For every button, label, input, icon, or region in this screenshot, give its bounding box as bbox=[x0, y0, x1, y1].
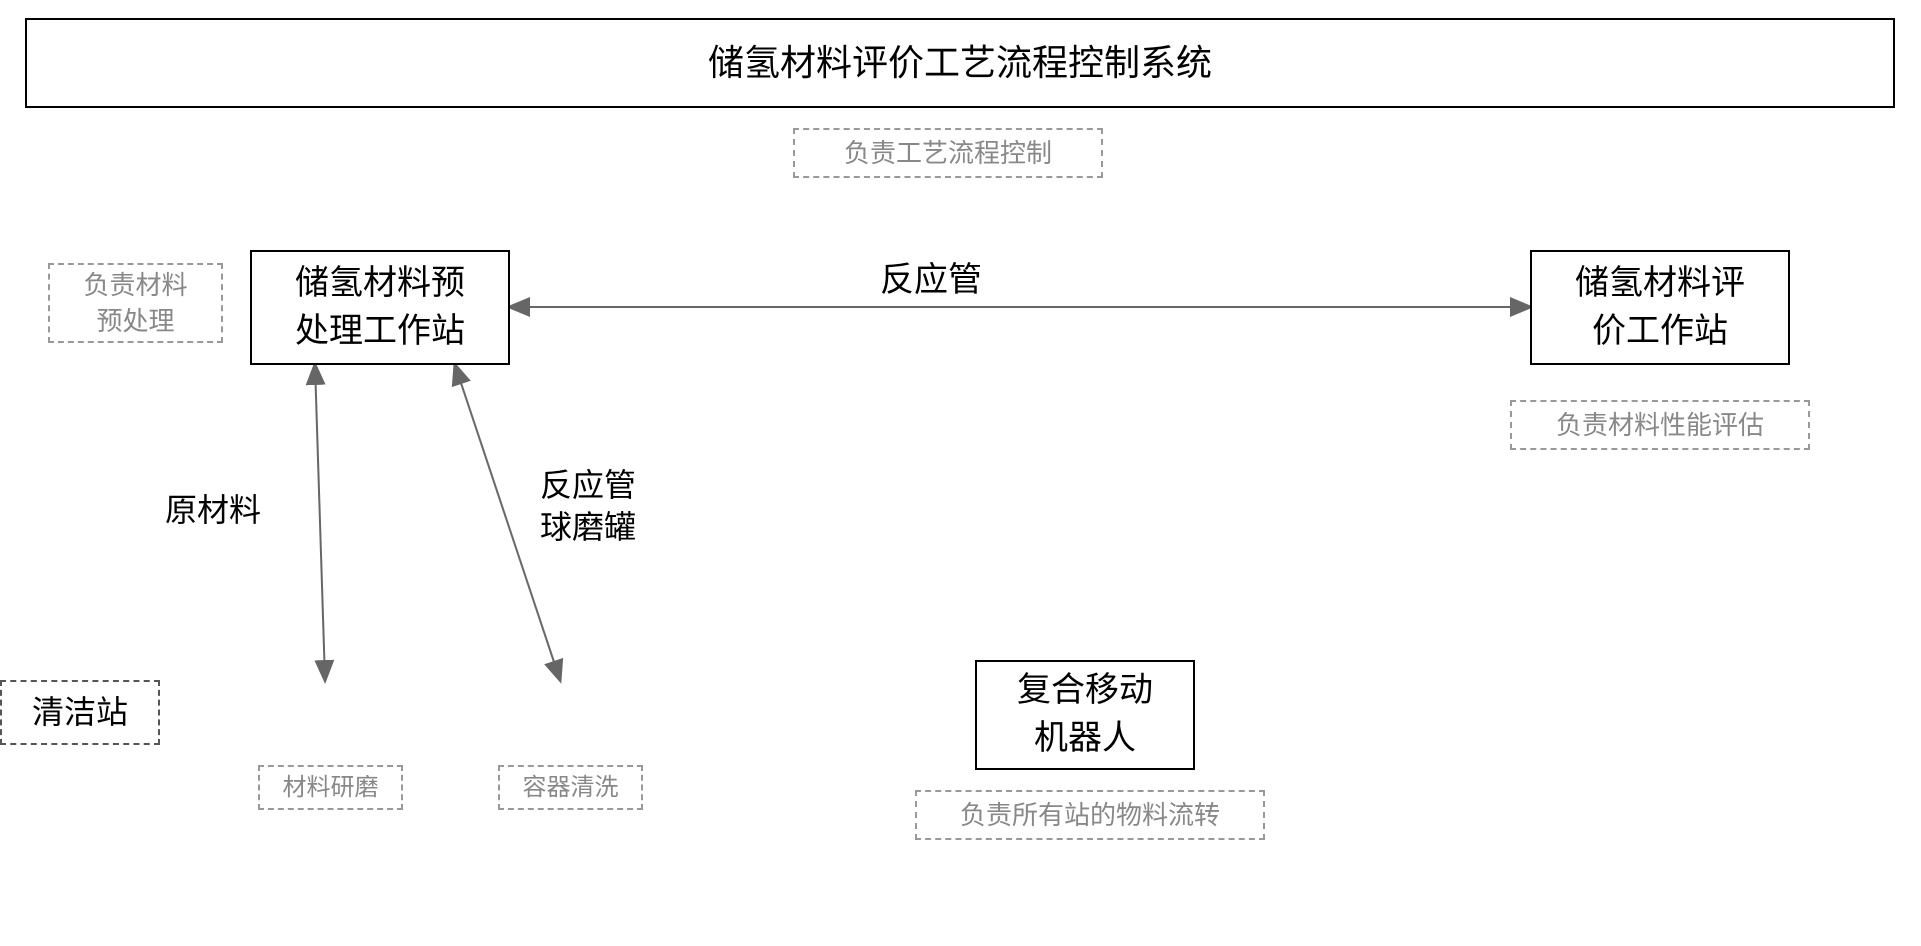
clean-station-box: 清洁站 bbox=[0, 680, 160, 745]
edge-label-reaction-tube-jar: 反应管 球磨罐 bbox=[540, 465, 636, 548]
edge-label-reaction-tube: 反应管 bbox=[880, 258, 982, 302]
edge-label-raw-material: 原材料 bbox=[165, 490, 261, 532]
ball-mill-desc-box: 材料研磨 bbox=[258, 765, 403, 810]
flowchart-canvas: 储氢材料评价工艺流程控制系统 负责工艺流程控制 负责材料 预处理 储氢材料预 处… bbox=[0, 0, 1921, 946]
preprocess-desc-box: 负责材料 预处理 bbox=[48, 263, 223, 343]
clean-desc-box: 容器清洗 bbox=[498, 765, 643, 810]
preprocess-station-box: 储氢材料预 处理工作站 bbox=[250, 250, 510, 365]
title-box: 储氢材料评价工艺流程控制系统 bbox=[25, 18, 1895, 108]
robot-box: 复合移动 机器人 bbox=[975, 660, 1195, 770]
eval-station-box: 储氢材料评 价工作站 bbox=[1530, 250, 1790, 365]
robot-desc-box: 负责所有站的物料流转 bbox=[915, 790, 1265, 840]
eval-desc-box: 负责材料性能评估 bbox=[1510, 400, 1810, 450]
title-desc-box: 负责工艺流程控制 bbox=[793, 128, 1103, 178]
